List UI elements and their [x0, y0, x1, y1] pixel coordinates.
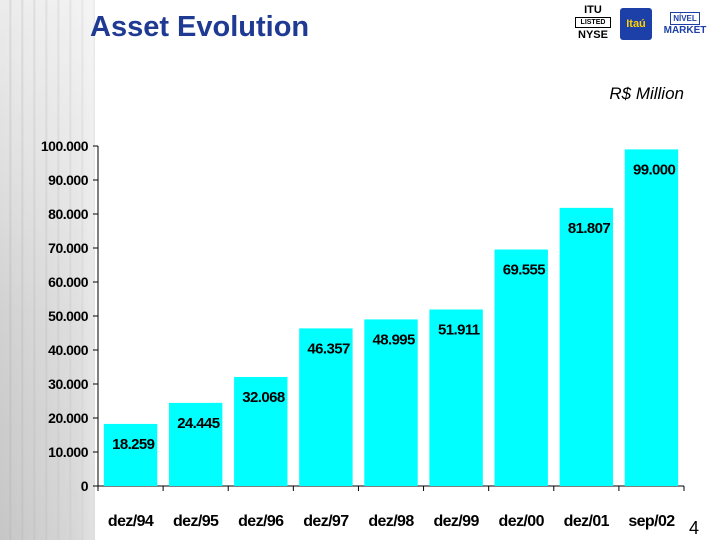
- bovespa-level-market-logo: NÍVEL MARKET: [658, 10, 712, 44]
- nyse-text: NYSE: [578, 29, 608, 41]
- market-level-text: NÍVEL: [670, 12, 700, 25]
- itau-logo: Itaú: [620, 8, 652, 40]
- y-tick-label: 70.000: [48, 240, 89, 256]
- bar-sep-02: [624, 149, 679, 486]
- y-tick-label: 90.000: [48, 172, 89, 188]
- y-tick-label: 100.000: [41, 138, 89, 154]
- unit-label: R$ Million: [609, 84, 684, 103]
- page-title: Asset Evolution: [90, 11, 310, 43]
- listed-text: LISTED: [575, 17, 611, 28]
- x-tick-label: dez/97: [303, 513, 349, 530]
- page-number: 4: [689, 518, 700, 538]
- y-tick-label: 40.000: [48, 342, 89, 358]
- x-tick-label: dez/99: [433, 513, 479, 530]
- bar-dez-98: [364, 319, 418, 486]
- itu-ticker-text: ITU: [584, 4, 602, 16]
- x-tick-label: dez/01: [564, 513, 610, 530]
- bar-dez-94: [103, 423, 158, 486]
- bar-dez-97: [299, 328, 353, 486]
- data-label: 81.807: [568, 220, 611, 237]
- bar-dez-96: [234, 376, 288, 486]
- logo-group: ITU LISTED NYSE Itaú NÍVEL MARKET: [572, 4, 712, 48]
- x-tick-label: dez/96: [238, 513, 284, 530]
- y-tick-label: 50.000: [48, 308, 89, 324]
- data-label: 46.357: [307, 340, 350, 357]
- y-tick-label: 80.000: [48, 206, 89, 222]
- y-tick-label: 10.000: [48, 444, 89, 460]
- x-tick-label: dez/95: [173, 513, 219, 530]
- data-label: 99.000: [633, 161, 676, 178]
- x-tick-label: dez/94: [108, 513, 154, 530]
- data-label: 69.555: [503, 262, 546, 279]
- market-text: MARKET: [663, 25, 707, 36]
- bar-dez-01: [559, 207, 614, 486]
- x-tick-label: sep/02: [628, 513, 675, 530]
- bar-dez-00: [494, 249, 548, 486]
- itau-logo-text: Itaú: [626, 18, 646, 30]
- data-label: 24.445: [177, 415, 220, 432]
- data-label: 32.068: [242, 389, 285, 406]
- data-label: 51.911: [438, 322, 480, 339]
- bar-dez-99: [429, 309, 483, 486]
- y-tick-label: 20.000: [48, 410, 89, 426]
- y-tick-label: 0: [81, 478, 89, 494]
- bar-dez-95: [168, 402, 223, 486]
- x-tick-label: dez/00: [499, 513, 545, 530]
- y-tick-label: 60.000: [48, 274, 89, 290]
- data-label: 48.995: [373, 331, 416, 348]
- data-label: 18.259: [112, 436, 155, 453]
- nyse-listed-logo: ITU LISTED NYSE: [572, 4, 614, 48]
- y-tick-label: 30.000: [48, 376, 89, 392]
- x-tick-label: dez/98: [368, 513, 414, 530]
